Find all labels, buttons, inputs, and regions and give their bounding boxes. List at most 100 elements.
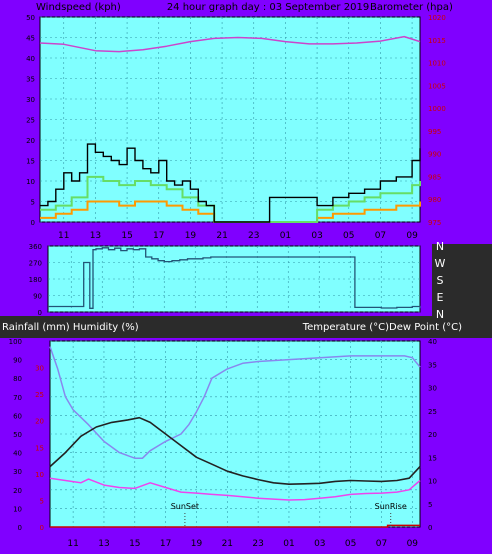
series-wind_avg [40,175,421,223]
barometer-tick-label: 995 [428,128,441,136]
wind-tick-label: 45 [26,35,35,43]
temperature-tick-label: 35 [428,361,437,369]
temp-x-tick-label: 21 [222,539,233,549]
wind-x-tick-label: 17 [153,231,164,241]
direction-tick-label: 90 [33,293,42,301]
temp-x-tick-label: 15 [129,539,140,549]
temp-x-tick-label: 13 [98,539,109,549]
direction-label-n: N [436,240,444,253]
direction-label-s: S [437,274,444,287]
humidity-tick-label: 70 [13,394,22,402]
direction-tick-label: 270 [29,260,42,268]
direction-tick-label: 180 [29,276,42,284]
barometer-tick-label: 1010 [428,60,446,68]
graph-title: 24 hour graph day : 03 September 2019 [167,2,369,13]
humidity-tick-label: 60 [13,412,22,420]
wind-x-tick-label: 23 [248,231,259,241]
rain-tick-label: 10 [35,471,44,479]
wind-tick-label: 5 [31,199,35,207]
humidity-tick-label: 100 [9,338,22,346]
rain-tick-label: 15 [35,444,44,452]
temperature-tick-label: 40 [428,338,437,346]
series-wind_low [40,200,421,223]
wind-x-tick-label: 05 [343,231,354,241]
temp-x-tick-label: 11 [67,539,78,549]
temp-x-tick-label: 23 [252,539,263,549]
temp-x-tick-label: 19 [191,539,203,549]
temp-x-tick-label: 09 [407,539,419,549]
wind-x-tick-label: 19 [185,231,197,241]
temperature-tick-label: 20 [428,431,437,439]
wind-x-tick-label: 07 [375,231,386,241]
series-temperature [49,416,421,486]
direction-label-e: E [437,291,444,304]
barometer-tick-label: 990 [428,151,441,159]
rain-tick-label: 5 [40,497,44,505]
direction-tick-label: 0 [38,309,42,317]
wind-tick-label: 10 [26,178,35,186]
wind-x-tick-label: 09 [406,231,418,241]
rain-tick-label: 25 [35,391,44,399]
wind-tick-label: 15 [26,158,35,166]
humidity-tick-label: 10 [13,505,22,513]
direction-tick-label: 360 [29,243,42,251]
barometer-tick-label: 975 [428,219,441,227]
series-dewpoint [49,477,421,501]
humidity-tick-label: 30 [13,468,22,476]
series-direction [48,247,421,309]
wind-x-tick-label: 15 [121,231,132,241]
series-barometer [39,35,421,53]
barometer-tick-label: 1015 [428,37,446,45]
direction-label-w: W [435,257,446,270]
humidity-tick-label: 20 [13,487,22,495]
wind-axis-title: Windspeed (kph) [36,2,121,13]
temperature-tick-label: 25 [428,408,437,416]
humidity-tick-label: 0 [18,524,22,532]
temperature-tick-label: 10 [428,478,437,486]
series-rain [50,524,420,528]
wind-x-tick-label: 01 [280,231,291,241]
humidity-tick-label: 90 [13,357,22,365]
direction-label-n: N [436,308,444,321]
humidity-tick-label: 80 [13,375,22,383]
wind-x-tick-label: 13 [90,231,101,241]
barometer-tick-label: 985 [428,173,441,181]
wind-tick-label: 25 [26,117,35,125]
wind-tick-label: 35 [26,76,35,84]
wind-x-tick-label: 11 [58,231,69,241]
wind-tick-label: 40 [26,55,35,63]
temp-x-tick-label: 17 [160,539,171,549]
barometer-tick-label: 1005 [428,82,446,90]
barometer-tick-label: 1020 [428,14,446,22]
temp-header-area [0,316,492,338]
temp-x-tick-label: 01 [283,539,294,549]
temp-dew-axis-title: Temperature (°C)Dew Point (°C) [302,322,462,333]
temperature-tick-label: 5 [428,501,432,509]
humidity-tick-label: 40 [13,450,22,458]
rain-humidity-axis-title: Rainfall (mm) Humidity (%) [2,322,139,333]
wind-x-tick-label: 21 [216,231,227,241]
wind-x-tick-label: 03 [311,231,322,241]
series-gust [40,143,421,223]
barometer-tick-label: 980 [428,196,441,204]
rain-tick-label: 20 [35,418,44,426]
rain-tick-label: 0 [40,524,44,532]
temp-x-tick-label: 07 [376,539,387,549]
direction-labels-area [432,244,492,316]
wind-tick-label: 50 [26,14,35,22]
barometer-axis-title: Barometer (hpa) [370,2,453,13]
temp-x-tick-label: 03 [314,539,325,549]
annotation-sunrise: SunRise [375,502,407,511]
series-humidity [49,346,421,459]
temperature-tick-label: 30 [428,385,437,393]
temperature-tick-label: 15 [428,454,437,462]
humidity-tick-label: 50 [13,431,22,439]
annotation-sunset: SunSet [171,502,199,511]
rain-tick-label: 30 [35,365,44,373]
wind-tick-label: 20 [26,137,35,145]
barometer-tick-label: 1000 [428,105,446,113]
temperature-tick-label: 0 [428,524,432,532]
temp-x-tick-label: 05 [345,539,356,549]
